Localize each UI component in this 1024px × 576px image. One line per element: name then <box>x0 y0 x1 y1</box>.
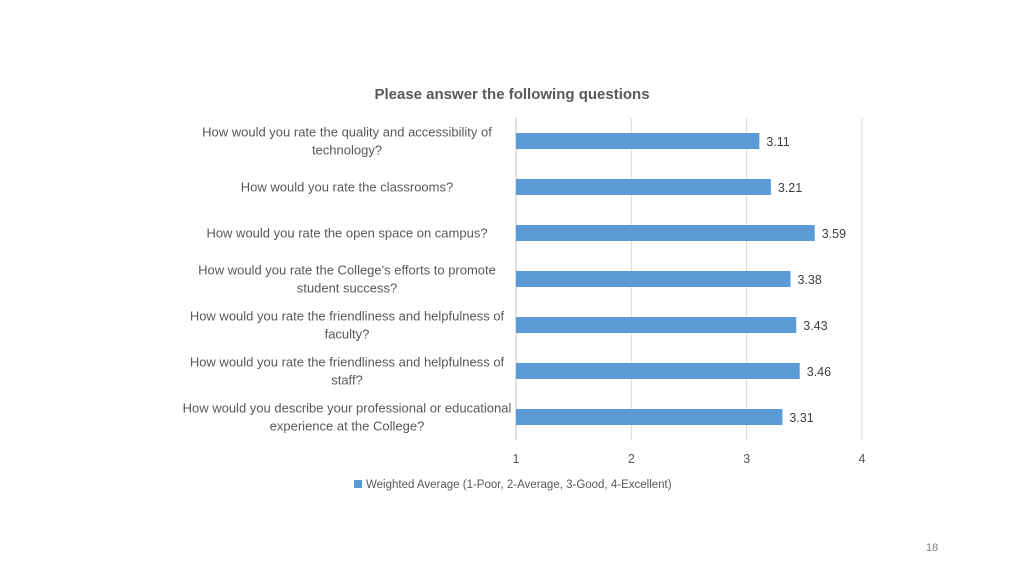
data-label: 3.38 <box>797 273 821 287</box>
data-label: 3.31 <box>789 411 813 425</box>
bar <box>516 179 771 195</box>
category-label: How would you rate the College's efforts… <box>198 263 496 296</box>
bar <box>516 225 815 241</box>
x-tick-label: 1 <box>513 452 520 466</box>
category-label: How would you rate the quality and acces… <box>202 125 492 158</box>
x-axis-ticks: 1 2 3 4 <box>513 452 866 466</box>
data-labels: 3.11 3.21 3.59 3.38 3.43 3.46 3.31 <box>766 135 846 425</box>
legend-swatch <box>354 480 362 488</box>
bars <box>516 133 815 425</box>
category-label: How would you describe your professional… <box>183 401 512 434</box>
bar <box>516 409 783 425</box>
legend-label: Weighted Average (1-Poor, 2-Average, 3-G… <box>366 479 672 491</box>
data-label: 3.43 <box>803 319 827 333</box>
x-tick-label: 2 <box>628 452 635 466</box>
data-label: 3.46 <box>807 365 831 379</box>
page-number: 18 <box>926 542 939 554</box>
x-tick-label: 3 <box>743 452 750 466</box>
data-label: 3.21 <box>778 181 802 195</box>
data-label: 3.59 <box>822 227 846 241</box>
category-label: How would you rate the friendliness and … <box>190 355 505 388</box>
x-tick-label: 4 <box>859 452 866 466</box>
category-labels: How would you rate the quality and acces… <box>183 125 512 434</box>
bar <box>516 363 800 379</box>
bar <box>516 133 760 149</box>
bar <box>516 317 797 333</box>
bar <box>516 271 791 287</box>
category-label: How would you rate the friendliness and … <box>190 309 505 342</box>
legend: Weighted Average (1-Poor, 2-Average, 3-G… <box>354 479 672 491</box>
category-label: How would you rate the open space on cam… <box>206 226 487 241</box>
data-label: 3.11 <box>766 135 789 149</box>
chart-title: Please answer the following questions <box>374 86 649 103</box>
category-label: How would you rate the classrooms? <box>241 180 453 195</box>
